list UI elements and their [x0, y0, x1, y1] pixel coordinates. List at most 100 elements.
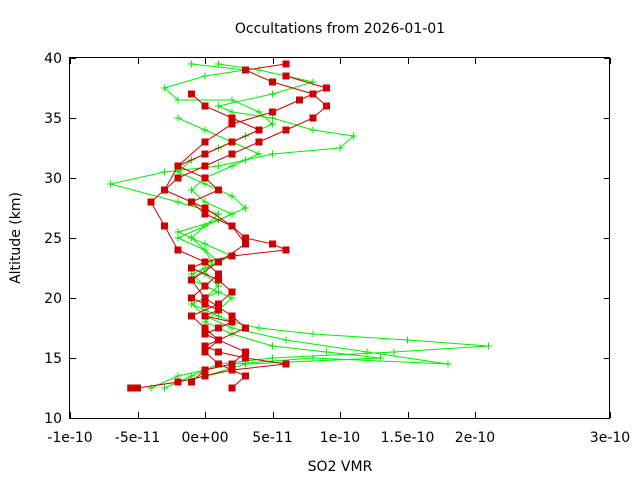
- data-point: [350, 132, 357, 140]
- data-point: [282, 336, 290, 344]
- data-point: [215, 102, 222, 110]
- data-point: [161, 222, 168, 230]
- data-point: [228, 324, 236, 332]
- data-point: [323, 348, 330, 356]
- data-point: [201, 330, 209, 338]
- chart-title: Occultations from 2026-01-01: [235, 21, 445, 37]
- data-point: [201, 174, 209, 182]
- x-tick-label: 1.5e-10: [381, 430, 435, 446]
- y-tick-label: 20: [44, 291, 62, 307]
- y-tick-label: 35: [44, 111, 62, 127]
- series-green-profiles: [107, 60, 492, 392]
- data-point: [228, 312, 236, 320]
- data-point: [228, 138, 236, 146]
- data-point: [228, 318, 236, 326]
- data-point: [255, 138, 263, 146]
- data-point: [201, 258, 209, 266]
- data-point: [269, 90, 276, 98]
- data-point: [201, 342, 209, 350]
- data-point: [188, 378, 195, 386]
- data-point: [242, 348, 249, 356]
- data-point: [174, 162, 182, 170]
- data-point: [174, 228, 182, 236]
- y-axis-label: Altitude (km): [8, 192, 24, 284]
- data-point: [296, 96, 303, 104]
- data-point: [215, 306, 222, 314]
- data-point: [215, 300, 222, 308]
- data-point: [215, 258, 222, 266]
- data-point: [255, 108, 263, 116]
- data-point: [282, 360, 290, 368]
- data-point: [215, 60, 222, 68]
- data-point: [255, 150, 263, 158]
- data-point: [201, 150, 209, 158]
- data-point: [404, 336, 411, 344]
- y-tick-label: 10: [44, 411, 62, 427]
- data-point: [188, 186, 195, 194]
- data-point: [201, 318, 209, 326]
- data-point: [215, 162, 222, 170]
- x-tick-label: 2e-10: [455, 430, 495, 446]
- data-point: [444, 360, 452, 368]
- data-point: [107, 180, 114, 188]
- data-point: [390, 348, 398, 356]
- data-point: [228, 294, 236, 302]
- data-point: [309, 126, 317, 134]
- data-point: [201, 138, 209, 146]
- data-point: [201, 180, 209, 188]
- data-point: [269, 114, 276, 122]
- data-point: [161, 168, 168, 176]
- data-point: [201, 282, 209, 290]
- data-point: [215, 336, 222, 344]
- data-point: [228, 114, 236, 122]
- data-point: [174, 174, 182, 182]
- data-point: [188, 270, 195, 278]
- data-point: [228, 384, 236, 392]
- x-axis-label: SO2 VMR: [308, 459, 373, 475]
- data-point: [161, 84, 168, 92]
- data-point: [282, 72, 290, 80]
- profile-line: [130, 63, 328, 389]
- data-point: [134, 384, 141, 392]
- data-point: [201, 246, 209, 254]
- data-point: [242, 354, 249, 362]
- data-point: [242, 240, 249, 248]
- data-point: [201, 102, 209, 110]
- data-point: [174, 114, 182, 122]
- data-point: [201, 198, 209, 206]
- data-point: [269, 108, 276, 116]
- profile-line: [176, 93, 288, 383]
- data-point: [201, 240, 209, 248]
- data-point: [161, 186, 168, 194]
- y-tick-label: 25: [44, 231, 62, 247]
- data-point: [215, 186, 222, 194]
- data-point: [228, 150, 236, 158]
- series-layer: [107, 60, 492, 392]
- data-point: [215, 324, 222, 332]
- data-point: [188, 90, 195, 98]
- data-point: [201, 300, 209, 308]
- x-tick-label: 3e-10: [590, 430, 630, 446]
- data-point: [228, 120, 236, 128]
- plot-frame: [69, 57, 610, 419]
- data-point: [208, 258, 216, 266]
- data-point: [188, 312, 195, 320]
- data-point: [323, 102, 330, 110]
- data-point: [215, 270, 222, 278]
- x-tick-label: 0e+00: [181, 430, 228, 446]
- data-point: [201, 222, 209, 230]
- data-point: [242, 324, 249, 332]
- data-point: [228, 192, 236, 200]
- y-tick-label: 15: [44, 351, 62, 367]
- x-tick-label: 5e-11: [252, 430, 292, 446]
- data-point: [269, 150, 276, 158]
- data-point: [282, 60, 290, 68]
- data-point: [242, 204, 249, 212]
- y-tick-label: 30: [44, 171, 62, 187]
- data-point: [174, 234, 182, 242]
- data-point: [188, 294, 195, 302]
- x-axis-ticks: -1e-10 -5e-11 0e+00 5e-11 1e-10 1.5e-10 2e-10 3…: [47, 58, 630, 446]
- data-point: [127, 384, 135, 392]
- data-point: [201, 162, 209, 170]
